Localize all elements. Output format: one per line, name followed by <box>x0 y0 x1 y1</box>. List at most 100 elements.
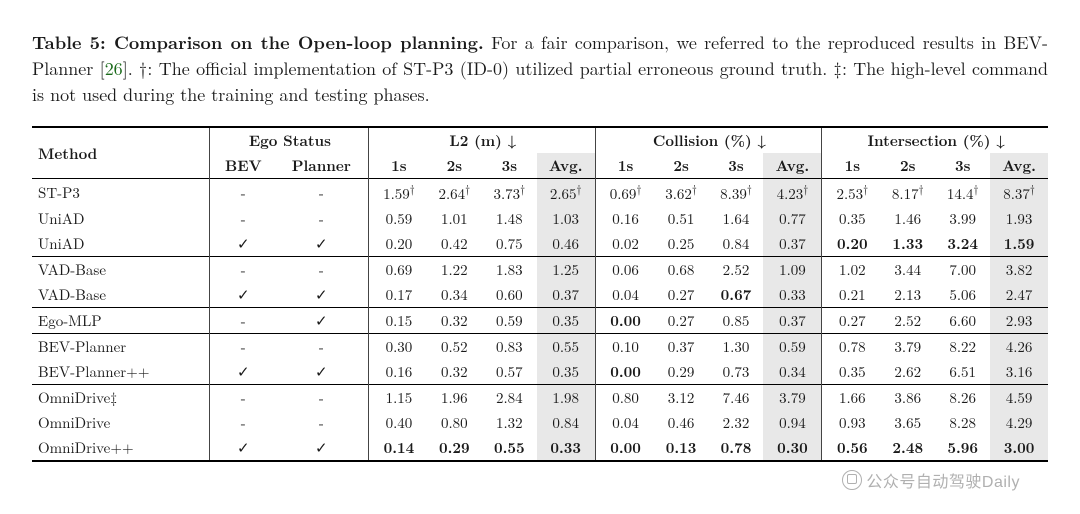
cell: 0.29 <box>654 359 709 385</box>
results-table: Method Ego Status L2 (m) ↓ Collision (%)… <box>32 126 1048 462</box>
cell: ✓ <box>275 435 369 461</box>
cell: 0.10 <box>595 334 653 360</box>
cell: 0.15 <box>368 308 426 334</box>
cell: 0.00 <box>595 435 653 461</box>
cell: VAD-Base <box>32 257 209 283</box>
cell: 3.12 <box>654 385 709 411</box>
cell: 0.59 <box>763 334 821 360</box>
cell: 0.20 <box>822 231 880 257</box>
cell: 0.32 <box>427 359 482 385</box>
cell: 1.25 <box>537 257 595 283</box>
cell: ✓ <box>275 359 369 385</box>
cell: 0.51 <box>654 206 709 231</box>
cell: 1.15 <box>368 385 426 411</box>
cell: ✓ <box>209 435 274 461</box>
cell: 0.60 <box>482 282 537 308</box>
cell: UniAD <box>32 206 209 231</box>
cell: 0.68 <box>654 257 709 283</box>
table-body: ST-P3--1.59†2.64†3.73†2.65†0.69†3.62†8.3… <box>32 179 1048 462</box>
col-method: Method <box>32 127 209 179</box>
cell: 0.35 <box>822 359 880 385</box>
cell: 0.59 <box>368 206 426 231</box>
cell: - <box>209 179 274 207</box>
cell: 3.99 <box>935 206 990 231</box>
col-int-1s: 1s <box>822 153 880 179</box>
cell: 1.83 <box>482 257 537 283</box>
cell: BEV-Planner <box>32 334 209 360</box>
cell: 2.65† <box>537 179 595 207</box>
cell: 0.77 <box>763 206 821 231</box>
caption-lead: Table 5: Comparison on the Open-loop pla… <box>32 30 484 55</box>
cell: 0.59 <box>482 308 537 334</box>
cell: OmniDrive <box>32 410 209 435</box>
cell: 4.29 <box>990 410 1048 435</box>
cell: 0.85 <box>709 308 764 334</box>
cell: 2.84 <box>482 385 537 411</box>
cell: 8.39† <box>709 179 764 207</box>
cell: 3.00 <box>990 435 1048 461</box>
cell: 0.35 <box>537 359 595 385</box>
cell: 2.52 <box>880 308 935 334</box>
cell: 0.84 <box>537 410 595 435</box>
cell: ✓ <box>209 359 274 385</box>
table-row: ST-P3--1.59†2.64†3.73†2.65†0.69†3.62†8.3… <box>32 179 1048 207</box>
cell: 1.96 <box>427 385 482 411</box>
cell: 0.34 <box>427 282 482 308</box>
table-header: Method Ego Status L2 (m) ↓ Collision (%)… <box>32 127 1048 179</box>
cell: ST-P3 <box>32 179 209 207</box>
cell: - <box>209 308 274 334</box>
col-col-avg: Avg. <box>763 153 821 179</box>
cell: 0.13 <box>654 435 709 461</box>
cell: 7.46 <box>709 385 764 411</box>
col-l2-avg: Avg. <box>537 153 595 179</box>
cell: 3.24 <box>935 231 990 257</box>
cell: 0.37 <box>537 282 595 308</box>
cell: 1.98 <box>537 385 595 411</box>
table-row: VAD-Base✓✓0.170.340.600.370.040.270.670.… <box>32 282 1048 308</box>
citation-link[interactable]: 26 <box>105 56 123 81</box>
table-row: OmniDrive++✓✓0.140.290.550.330.000.130.7… <box>32 435 1048 461</box>
cell: 0.80 <box>427 410 482 435</box>
cell: 3.82 <box>990 257 1048 283</box>
cell: - <box>209 257 274 283</box>
col-bev: BEV <box>209 153 274 179</box>
wechat-icon <box>842 470 862 490</box>
cell: 0.83 <box>482 334 537 360</box>
cell: 0.46 <box>654 410 709 435</box>
cell: 3.73† <box>482 179 537 207</box>
cell: 3.16 <box>990 359 1048 385</box>
cell: 1.03 <box>537 206 595 231</box>
cell: 0.78 <box>822 334 880 360</box>
col-l2-2s: 2s <box>427 153 482 179</box>
cell: ✓ <box>275 282 369 308</box>
cell: 1.93 <box>990 206 1048 231</box>
cell: 3.62† <box>654 179 709 207</box>
cell: 0.20 <box>368 231 426 257</box>
table-row: OmniDrive‡--1.151.962.841.980.803.127.46… <box>32 385 1048 411</box>
cell: 2.47 <box>990 282 1048 308</box>
cell: - <box>209 385 274 411</box>
cell: Ego-MLP <box>32 308 209 334</box>
cell: ✓ <box>209 282 274 308</box>
cell: 0.37 <box>654 334 709 360</box>
cell: ✓ <box>275 231 369 257</box>
cell: 1.33 <box>880 231 935 257</box>
cell: 0.75 <box>482 231 537 257</box>
cell: 1.46 <box>880 206 935 231</box>
cell: 0.84 <box>709 231 764 257</box>
cell: 0.69† <box>595 179 653 207</box>
cell: 0.55 <box>537 334 595 360</box>
cell: 0.00 <box>595 308 653 334</box>
table-row: OmniDrive--0.400.801.320.840.040.462.320… <box>32 410 1048 435</box>
cell: 0.69 <box>368 257 426 283</box>
col-planner: Planner <box>275 153 369 179</box>
cell: 1.32 <box>482 410 537 435</box>
cell: - <box>275 206 369 231</box>
cell: 0.27 <box>822 308 880 334</box>
cell: ✓ <box>209 231 274 257</box>
cell: 0.34 <box>763 359 821 385</box>
cell: 1.02 <box>822 257 880 283</box>
colgroup-l2: L2 (m) ↓ <box>368 127 595 153</box>
cell: 0.21 <box>822 282 880 308</box>
cell: - <box>209 410 274 435</box>
